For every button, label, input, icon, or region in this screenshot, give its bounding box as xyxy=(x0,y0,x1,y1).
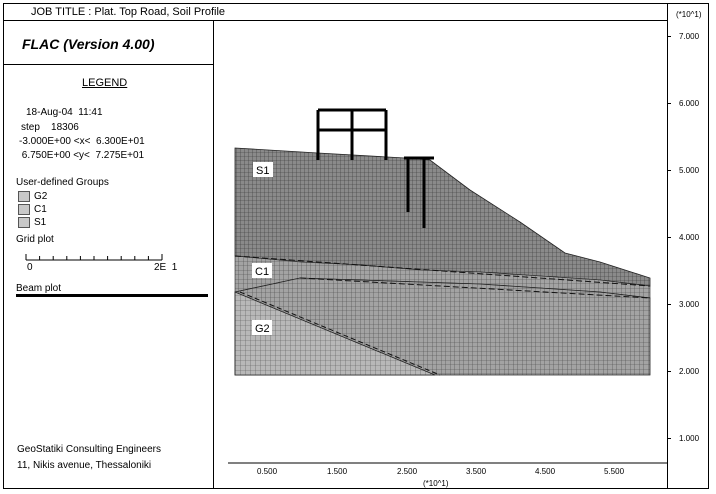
grid-scale-left: 0 xyxy=(27,262,33,273)
y-tick-label: 2.000 xyxy=(679,367,700,376)
beam-legend-line xyxy=(16,294,208,297)
y-tick-label: 4.000 xyxy=(679,233,700,242)
legend-y-range: 6.750E+00 <y< 7.275E+01 xyxy=(19,150,145,161)
y-axis-bar xyxy=(667,3,709,489)
c1-label-box xyxy=(252,263,272,278)
soil-profile-plot: S1 C1 G2 xyxy=(228,108,667,464)
x-tick-label: 5.500 xyxy=(604,467,625,476)
group-label-g2: G2 xyxy=(34,191,48,202)
group-label-c1: C1 xyxy=(34,204,47,215)
y-tick-mark xyxy=(667,371,671,372)
c1-bottom-boundary xyxy=(299,277,651,299)
zone-g2 xyxy=(234,291,436,376)
y-tick-label: 6.000 xyxy=(679,99,700,108)
s1-label-box xyxy=(253,162,273,177)
window-frame xyxy=(3,3,709,489)
group-swatch-s1 xyxy=(18,217,30,228)
y-axis-exponent: (*10^1) xyxy=(676,10,702,19)
y-tick-label: 5.000 xyxy=(679,166,700,175)
version-box xyxy=(3,21,214,65)
group-swatch-c1 xyxy=(18,204,30,215)
y-tick-mark xyxy=(667,304,671,305)
footer-company: GeoStatiki Consulting Engineers xyxy=(17,444,161,455)
grid-scale-right: 2E 1 xyxy=(154,262,178,273)
legend-date: 18-Aug-04 11:41 xyxy=(26,107,103,118)
s1-label: S1 xyxy=(256,165,269,177)
c1-label: C1 xyxy=(255,266,269,278)
x-tick-label: 2.500 xyxy=(397,467,418,476)
y-tick-mark xyxy=(667,36,671,37)
g2-label: G2 xyxy=(255,323,270,335)
y-tick-mark xyxy=(667,438,671,439)
group-label-s1: S1 xyxy=(34,217,47,228)
x-tick-label: 1.500 xyxy=(327,467,348,476)
x-tick-label: 3.500 xyxy=(466,467,487,476)
group-swatch-g2 xyxy=(18,191,30,202)
footer-address: 11, Nikis avenue, Thessaloniki xyxy=(17,460,152,471)
beam-plot-heading: Beam plot xyxy=(16,283,62,294)
g2-boundary xyxy=(239,291,441,376)
c1-top-boundary xyxy=(234,255,651,287)
y-tick-label: 3.000 xyxy=(679,300,700,309)
g2-label-box xyxy=(252,320,272,335)
x-axis-exponent: (*10^1) xyxy=(423,479,449,488)
x-tick-label: 4.500 xyxy=(535,467,556,476)
y-tick-mark xyxy=(667,103,671,104)
legend-x-range: -3.000E+00 <x< 6.300E+01 xyxy=(19,136,145,147)
x-tick-label: 0.500 xyxy=(257,467,278,476)
job-title: JOB TITLE : Plat. Top Road, Soil Profile xyxy=(31,6,226,18)
groups-heading: User-defined Groups xyxy=(16,177,109,188)
version-title: FLAC (Version 4.00) xyxy=(22,36,155,52)
y-tick-mark xyxy=(667,170,671,171)
grid-scale-bar xyxy=(25,254,163,261)
title-bar: JOB TITLE : Plat. Top Road, Soil Profile xyxy=(3,3,667,21)
legend-heading: LEGEND xyxy=(82,77,128,89)
grid-plot-heading: Grid plot xyxy=(16,234,54,245)
y-tick-label: 1.000 xyxy=(679,434,700,443)
legend-step: step 18306 xyxy=(21,122,79,133)
y-tick-mark xyxy=(667,237,671,238)
platform-frame-beams xyxy=(316,108,434,228)
y-tick-label: 7.000 xyxy=(679,32,700,41)
legend-panel xyxy=(3,21,214,489)
